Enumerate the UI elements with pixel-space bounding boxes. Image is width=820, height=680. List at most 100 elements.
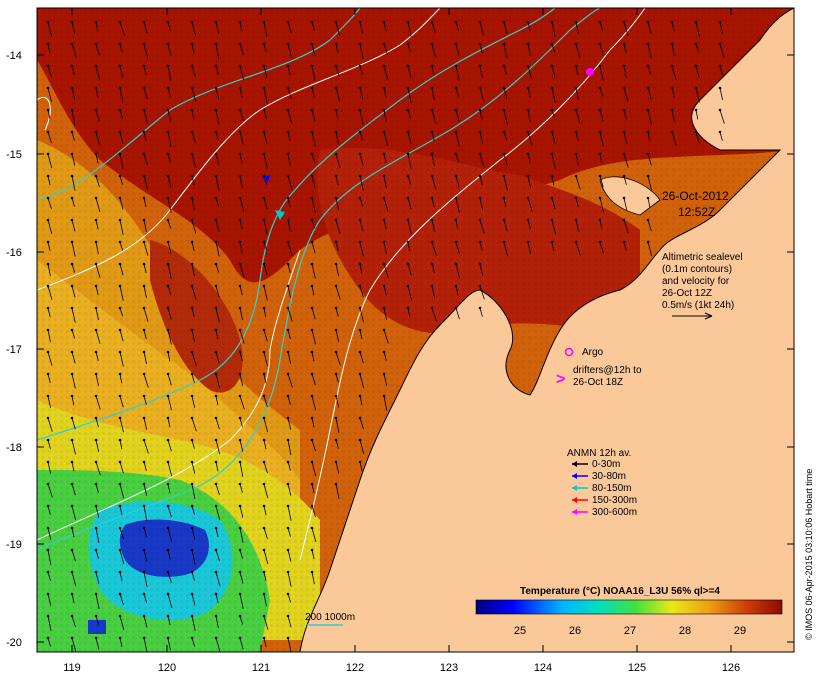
velocity-vector	[575, 87, 579, 101]
velocity-vector	[407, 197, 412, 210]
velocity-vector-origin	[574, 42, 578, 46]
velocity-vector	[359, 241, 364, 257]
velocity-vector-origin	[190, 262, 194, 266]
velocity-vector-origin	[382, 350, 386, 354]
velocity-vector-origin	[286, 42, 290, 46]
velocity-vector	[431, 241, 437, 256]
velocity-vector	[383, 241, 387, 254]
velocity-vector-origin	[238, 394, 242, 398]
velocity-vector	[215, 109, 220, 125]
velocity-vector	[383, 329, 389, 344]
velocity-vector-origin	[166, 86, 170, 90]
velocity-vector	[47, 593, 52, 606]
altimetry-note-line: Altimetric sealevel	[662, 252, 743, 263]
velocity-vector-origin	[70, 108, 74, 112]
velocity-vector	[239, 131, 245, 147]
velocity-vector	[167, 65, 172, 81]
velocity-vector-origin	[406, 240, 410, 244]
velocity-vector-origin	[574, 152, 578, 156]
velocity-vector	[95, 65, 101, 81]
anmn-legend-label: 80-150m	[592, 483, 631, 494]
velocity-vector	[383, 263, 389, 278]
velocity-vector-origin	[214, 372, 218, 376]
velocity-vector-origin	[550, 240, 554, 244]
velocity-vector	[599, 153, 603, 164]
velocity-vector	[95, 87, 99, 98]
velocity-vector	[287, 307, 293, 322]
velocity-vector-origin	[550, 152, 554, 156]
velocity-vector	[143, 461, 147, 471]
velocity-vector	[119, 219, 124, 235]
velocity-vector	[143, 637, 148, 652]
velocity-vector-origin	[214, 218, 218, 222]
lon-tick-label: 122	[346, 662, 364, 674]
velocity-vector	[119, 21, 125, 36]
colorbar: Temperature (°C) NOAA16_L3U 56% ql>=4 25…	[475, 586, 783, 637]
lon-tick-label: 119	[63, 662, 81, 674]
velocity-vector	[383, 351, 387, 361]
velocity-vector-origin	[478, 152, 482, 156]
velocity-vector-origin	[190, 174, 194, 178]
velocity-vector-origin	[382, 394, 386, 398]
velocity-vector	[47, 43, 51, 54]
velocity-vector-origin	[94, 218, 98, 222]
velocity-vector-origin	[262, 394, 266, 398]
velocity-vector	[719, 65, 723, 76]
velocity-vector	[119, 527, 124, 540]
velocity-vector	[191, 153, 197, 169]
velocity-vector	[359, 373, 365, 389]
velocity-vector	[191, 65, 196, 78]
velocity-vector	[143, 241, 149, 256]
velocity-vector	[119, 571, 123, 582]
velocity-vector-origin	[214, 20, 218, 24]
velocity-vector-origin	[382, 42, 386, 46]
velocity-vector	[647, 109, 652, 125]
velocity-vector	[47, 175, 51, 186]
velocity-vector	[191, 219, 197, 234]
velocity-vector	[383, 373, 388, 386]
velocity-vector	[695, 65, 700, 78]
velocity-vector-origin	[118, 218, 122, 222]
velocity-vector	[263, 307, 267, 318]
velocity-vector	[71, 307, 76, 323]
velocity-vector	[383, 197, 389, 212]
velocity-vector-origin	[574, 108, 578, 112]
velocity-vector	[287, 131, 291, 142]
velocity-vector-origin	[286, 416, 290, 420]
velocity-vector-origin	[358, 42, 362, 46]
velocity-vector	[527, 43, 531, 57]
velocity-vector-origin	[430, 86, 434, 90]
velocity-vector-origin	[502, 174, 506, 178]
velocity-vector	[239, 65, 245, 81]
velocity-vector-origin	[94, 570, 98, 574]
velocity-vector-origin	[598, 152, 602, 156]
velocity-vector	[407, 153, 412, 169]
colorbar-tick: 26	[569, 625, 581, 637]
anmn-legend-label: 300-600m	[592, 507, 637, 518]
velocity-vector-origin	[94, 306, 98, 310]
velocity-vector-origin	[166, 42, 170, 46]
velocity-vector	[167, 527, 173, 543]
velocity-vector	[191, 87, 197, 103]
velocity-vector	[47, 197, 52, 210]
velocity-vector-origin	[502, 42, 506, 46]
velocity-vector	[551, 219, 556, 235]
velocity-vector	[383, 395, 388, 411]
velocity-vector	[239, 87, 243, 98]
velocity-vector	[359, 263, 363, 274]
velocity-vector	[551, 175, 555, 186]
velocity-vector	[191, 43, 195, 54]
velocity-vector-origin	[430, 174, 434, 178]
velocity-vector-origin	[118, 460, 122, 464]
velocity-vector-origin	[286, 372, 290, 376]
velocity-vector	[479, 87, 485, 102]
velocity-vector-origin	[166, 196, 170, 200]
velocity-vector	[191, 461, 196, 474]
velocity-vector-origin	[406, 86, 410, 90]
velocity-vector-origin	[718, 86, 722, 90]
velocity-vector-origin	[46, 592, 50, 596]
velocity-vector-origin	[142, 42, 146, 46]
velocity-vector	[647, 65, 652, 75]
velocity-vector-origin	[94, 262, 98, 266]
lat-axis-labels: -14 -15 -16 -17 -18 -19 -20	[6, 50, 22, 649]
